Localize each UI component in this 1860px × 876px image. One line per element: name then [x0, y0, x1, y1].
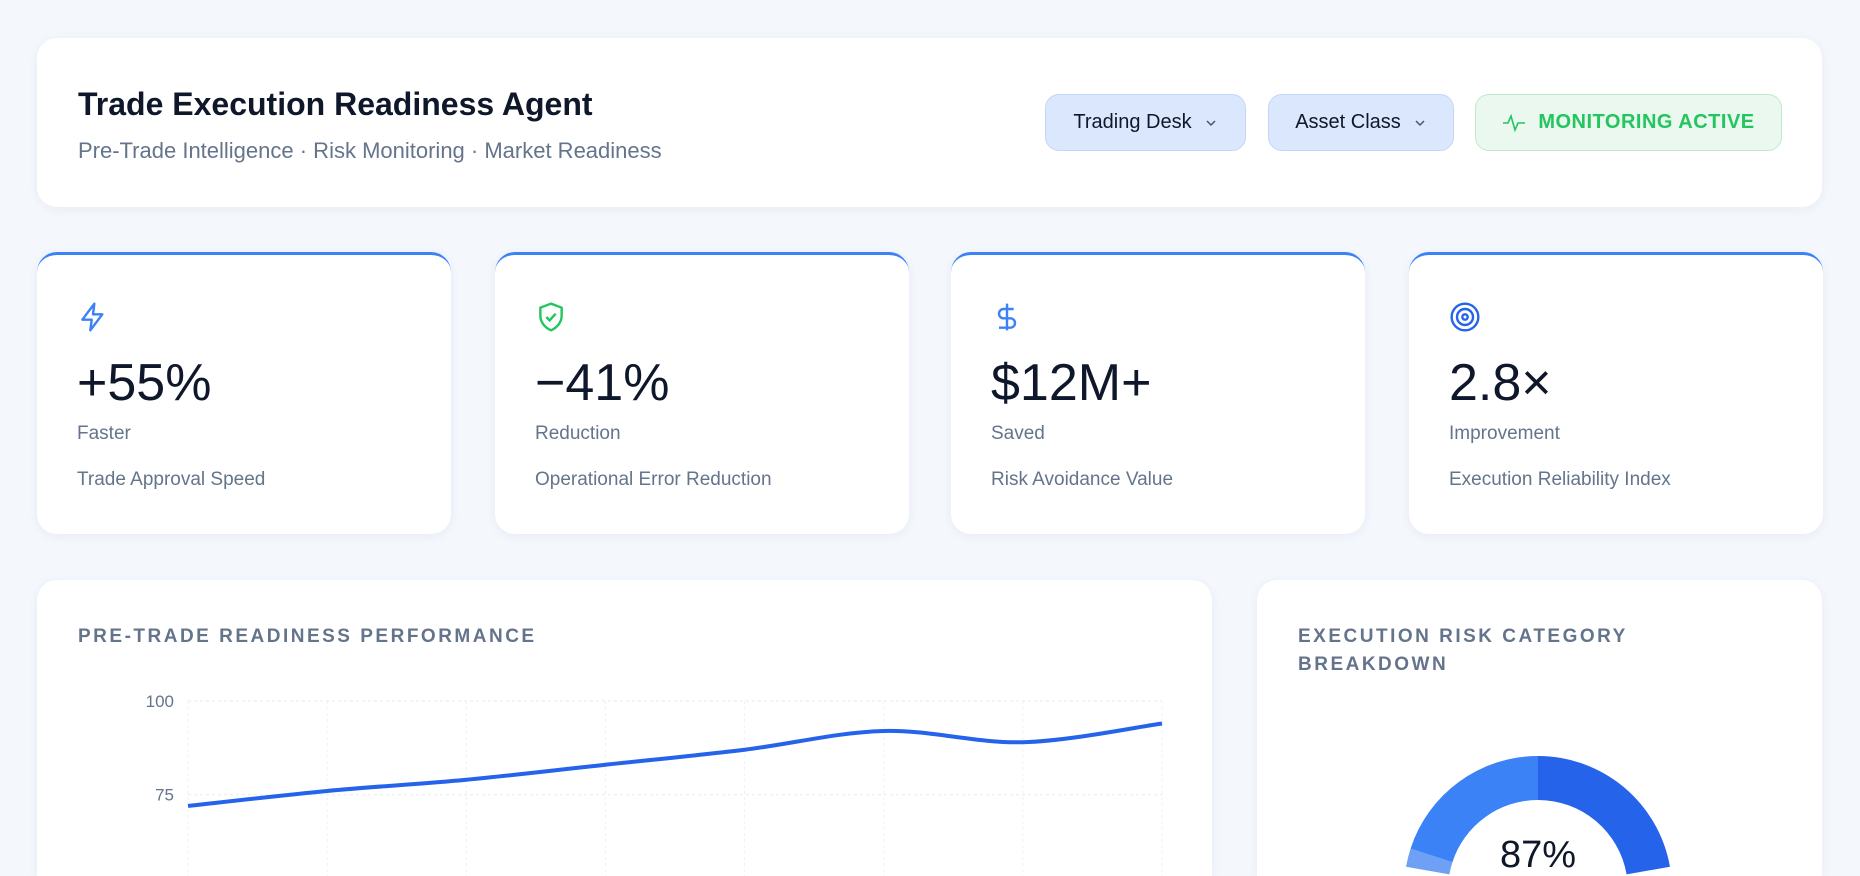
header-card: Trade Execution Readiness Agent Pre-Trad… [37, 38, 1822, 207]
donut-center-value: 87% [1499, 834, 1577, 876]
page-title: Trade Execution Readiness Agent [78, 86, 593, 122]
kpi-card-reliability-index: 2.8× Improvement Execution Reliability I… [1409, 252, 1823, 534]
kpi-value: −41% [535, 354, 670, 412]
shield-check-icon [539, 302, 563, 332]
page-subtitle: Pre-Trade Intelligence · Risk Monitoring… [78, 138, 662, 163]
kpi-description: Operational Error Reduction [535, 469, 772, 490]
risk-donut-chart [1406, 756, 1670, 875]
dollar-icon [997, 303, 1017, 331]
donut-segment [1538, 756, 1670, 875]
kpi-card-error-reduction: −41% Reduction Operational Error Reducti… [495, 252, 909, 534]
performance-title: PRE-TRADE READINESS PERFORMANCE [78, 626, 537, 647]
kpi-value: $12M+ [991, 354, 1152, 412]
readiness-line-chart: 100 75 [146, 692, 1163, 876]
y-tick-label: 100 [146, 692, 174, 711]
kpi-value: +55% [77, 354, 212, 412]
chevron-down-icon [1206, 119, 1216, 126]
monitoring-status-label: MONITORING ACTIVE [1538, 111, 1755, 133]
kpi-card-risk-avoidance: $12M+ Saved Risk Avoidance Value [951, 252, 1365, 534]
kpi-description: Trade Approval Speed [77, 469, 266, 490]
kpi-description: Execution Reliability Index [1449, 469, 1671, 490]
series-line [187, 721, 1163, 808]
trading-desk-dropdown[interactable]: Trading Desk [1045, 94, 1246, 151]
kpi-label: Reduction [535, 423, 621, 444]
breakdown-title: EXECUTION RISK CATEGORY BREAKDOWN [1298, 626, 1628, 675]
kpi-value: 2.8× [1449, 354, 1552, 412]
asset-class-label: Asset Class [1295, 111, 1401, 133]
lightning-icon [81, 302, 104, 332]
monitoring-status-badge: MONITORING ACTIVE [1475, 94, 1782, 151]
y-tick-label: 75 [155, 786, 174, 805]
breakdown-panel: EXECUTION RISK CATEGORY BREAKDOWN 87% [1257, 580, 1822, 876]
performance-panel: PRE-TRADE READINESS PERFORMANCE 100 75 [37, 580, 1212, 876]
kpi-label: Improvement [1449, 423, 1560, 444]
kpi-card-approval-speed: +55% Faster Trade Approval Speed [37, 252, 451, 534]
activity-pulse-icon [1503, 113, 1526, 132]
donut-segment [1406, 848, 1453, 875]
kpi-description: Risk Avoidance Value [991, 469, 1174, 490]
donut-segment [1410, 756, 1538, 863]
target-icon [1450, 302, 1480, 332]
kpi-label: Faster [77, 423, 131, 444]
kpi-label: Saved [991, 423, 1045, 444]
asset-class-dropdown[interactable]: Asset Class [1268, 94, 1454, 151]
trading-desk-label: Trading Desk [1073, 111, 1192, 133]
chevron-down-icon [1415, 119, 1425, 126]
